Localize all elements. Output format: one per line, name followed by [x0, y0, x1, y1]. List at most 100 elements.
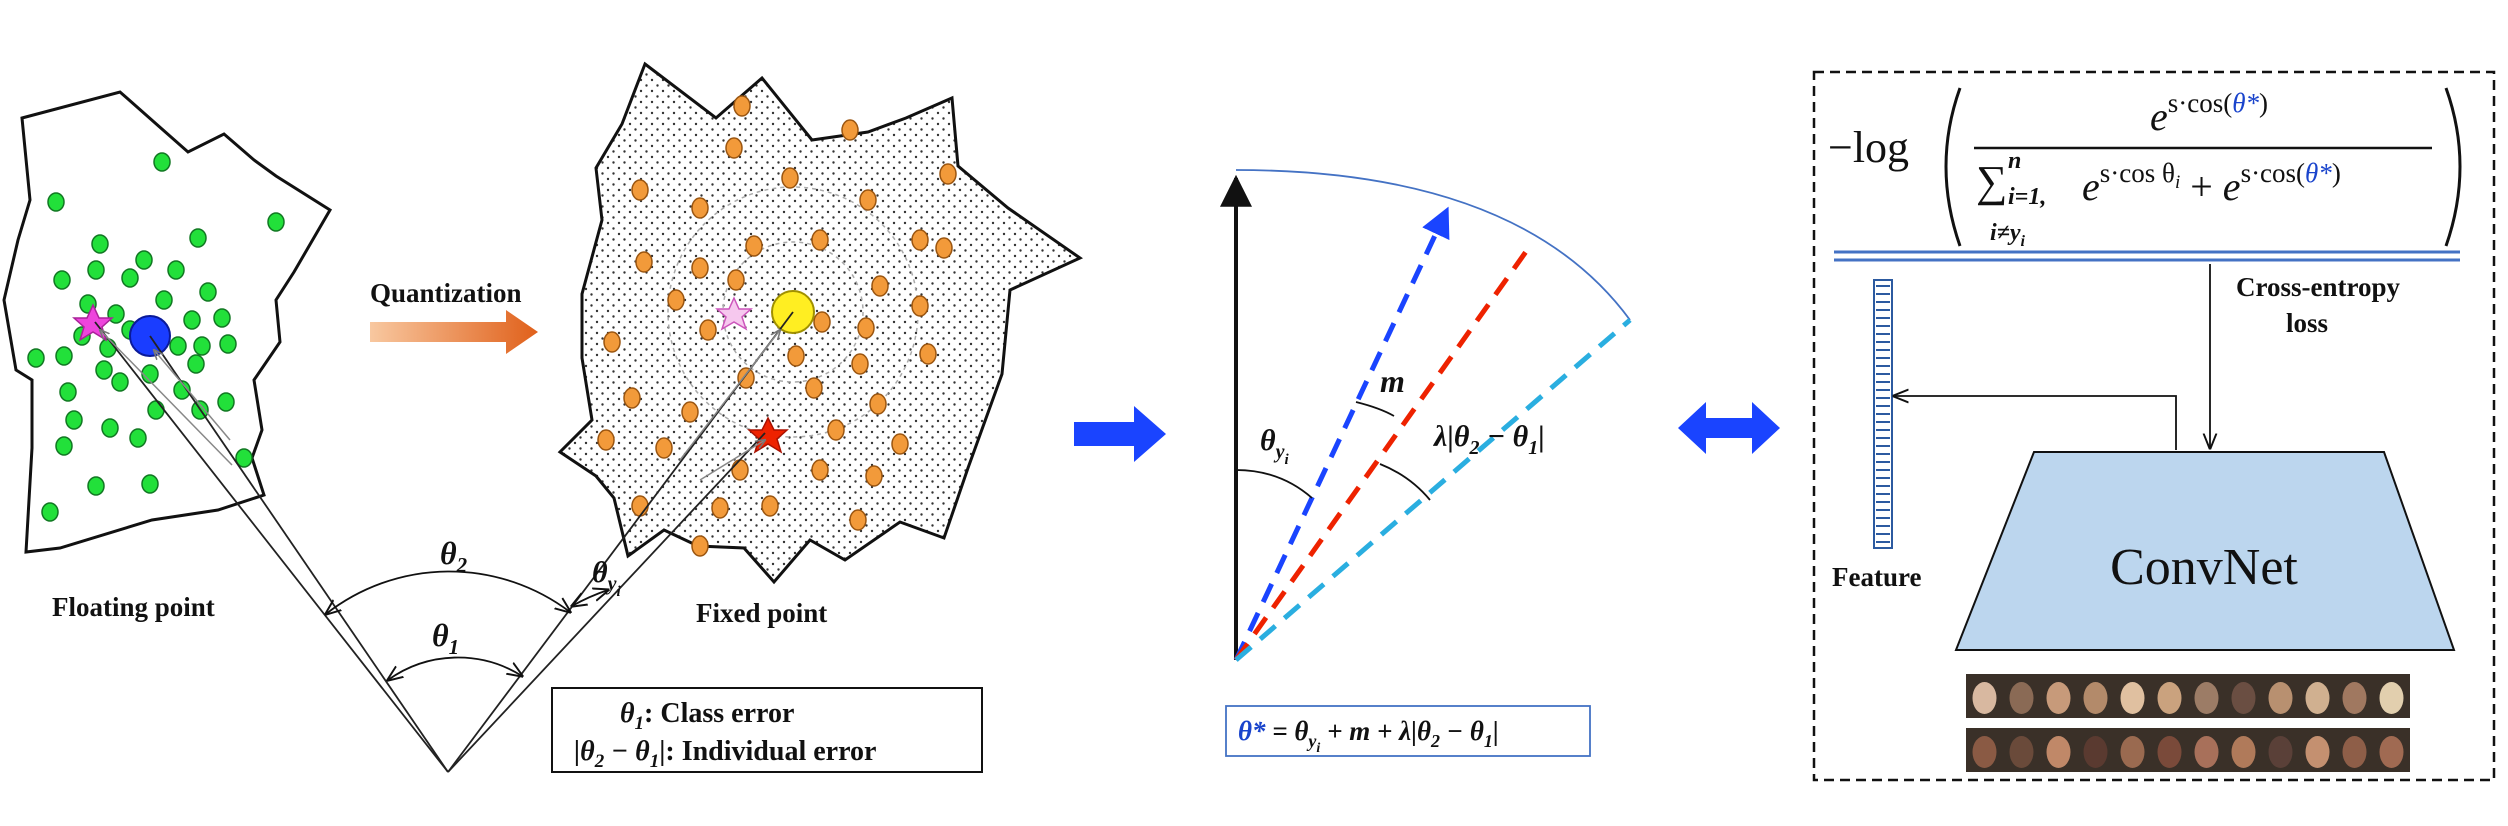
floating-point-dot [199, 282, 217, 302]
fixed-point-dot [691, 535, 709, 557]
floating-point-dot [65, 410, 83, 430]
block-arrow-right-icon [1074, 406, 1166, 462]
fixed-point-dot [891, 433, 909, 455]
face-shape [2046, 682, 2071, 714]
feature-label: Feature [1832, 562, 1921, 592]
floating-point-dot [111, 372, 129, 392]
numerator: es·cos(θ*) [2150, 88, 2268, 139]
theta-star-formula: θ* = θyi + m + λ|θ2 − θ1| [1238, 716, 1499, 756]
fixed-point-dot [691, 257, 709, 279]
floating-point-dot [95, 360, 113, 380]
fixed-point-dot [787, 345, 805, 367]
theta2-arc [326, 570, 570, 614]
face-shape [1972, 682, 1997, 714]
floating-point-dot [55, 436, 73, 456]
hypersphere-arc [1235, 169, 1631, 321]
fixed-star-icon [715, 296, 753, 331]
feature-arrow [1894, 396, 2177, 450]
floating-point-dot [53, 270, 71, 290]
fixed-point-dot [623, 387, 641, 409]
floating-point-dot [153, 152, 171, 172]
floating-point-dot [59, 382, 77, 402]
denominator-sum-bottom2: i≠yi [1990, 220, 2026, 250]
theta-yi-angle-arc [1235, 469, 1313, 499]
blue-dashed-vector [1233, 206, 1450, 662]
neg-log-text: −log [1828, 123, 1909, 172]
fixed-point-dot [841, 119, 859, 141]
denominator-sum: ∑ [1976, 157, 2007, 206]
face-shape [2268, 682, 2293, 714]
fixed-point-dot [911, 295, 929, 317]
fixed-point-dot [711, 497, 729, 519]
right-panel: −log es·cos(θ*) ∑ n i=1, i≠yi es·cos θi … [1812, 70, 2496, 782]
fixed-point-dot [691, 197, 709, 219]
floating-point-dot [47, 192, 65, 212]
lambda-margin-label: λ|θ2 − θ1| [1432, 420, 1545, 459]
fixed-point-dot [655, 437, 673, 459]
fixed-point-dot [813, 311, 831, 333]
theta-yi-label: θyi [592, 556, 621, 600]
floating-point-dot [187, 354, 205, 374]
face-shape [2009, 682, 2034, 714]
floating-point-dot [219, 334, 237, 354]
face-shape [2046, 736, 2071, 768]
face-shape [2194, 736, 2219, 768]
fixed-point-dot [857, 317, 875, 339]
fixed-point-dot [761, 495, 779, 517]
face-shape [2342, 682, 2367, 714]
fixed-point-dot [597, 429, 615, 451]
theta-yi-arc [572, 590, 608, 606]
fixed-point-dot [725, 137, 743, 159]
cross-entropy-label-1: Cross-entropy [2236, 272, 2401, 302]
theta1-label: θ1 [432, 617, 459, 659]
red-dashed-vector [1233, 244, 1533, 662]
m-margin-label: m [1380, 363, 1405, 399]
fixed-point-dot [869, 393, 887, 415]
individual-error-legend: |θ2 − θ1|: Individual error [574, 736, 876, 772]
left-panel: Floating point Fixed point Quantization … [2, 61, 1084, 773]
fixed-point-dot [745, 235, 763, 257]
floating-point-dot [91, 234, 109, 254]
floating-point-dot [99, 338, 117, 358]
fixed-point-dot [871, 275, 889, 297]
denominator-sum-bottom: i=1, [2008, 184, 2046, 210]
floating-point-dot [101, 418, 119, 438]
fixed-point-label: Fixed point [696, 598, 827, 628]
floating-point-dot [217, 392, 235, 412]
theta-star-formula-box [1225, 705, 1591, 757]
fixed-point-dot [805, 377, 823, 399]
cyan-dashed-vector [1234, 318, 1632, 662]
face-shape [2379, 682, 2404, 714]
face-shape [2305, 736, 2330, 768]
floating-point-dot [135, 250, 153, 270]
face-images-row-1 [1966, 674, 2410, 718]
right-big-paren [2444, 87, 2462, 247]
fixed-point-dot [727, 269, 745, 291]
theta1-arc [388, 656, 522, 680]
convnet-block [1954, 451, 2456, 651]
floating-point-dot [213, 308, 231, 328]
floating-point-dot [167, 260, 185, 280]
floating-point-dot [235, 448, 253, 468]
face-shape [2083, 736, 2108, 768]
quantization-label: Quantization [370, 278, 522, 308]
fixed-point-dot [851, 353, 869, 375]
cross-entropy-label-2: loss [2286, 308, 2328, 338]
block-arrow-double-icon [1678, 402, 1780, 454]
fixed-point-dot [731, 459, 749, 481]
convnet-label: ConvNet [2110, 539, 2298, 596]
error-legend-box [551, 687, 983, 773]
floating-point-dot [141, 474, 159, 494]
face-shape [2120, 736, 2145, 768]
m-angle-arc [1355, 401, 1395, 417]
floating-point-dot [87, 260, 105, 280]
floating-point-dot [189, 228, 207, 248]
floating-point-dot [129, 428, 147, 448]
fixed-point-dot [781, 167, 799, 189]
quantization-arrow-icon [370, 310, 538, 354]
face-shape [2194, 682, 2219, 714]
fixed-point-dot [859, 189, 877, 211]
face-shape [2157, 736, 2182, 768]
face-shape [2009, 736, 2034, 768]
